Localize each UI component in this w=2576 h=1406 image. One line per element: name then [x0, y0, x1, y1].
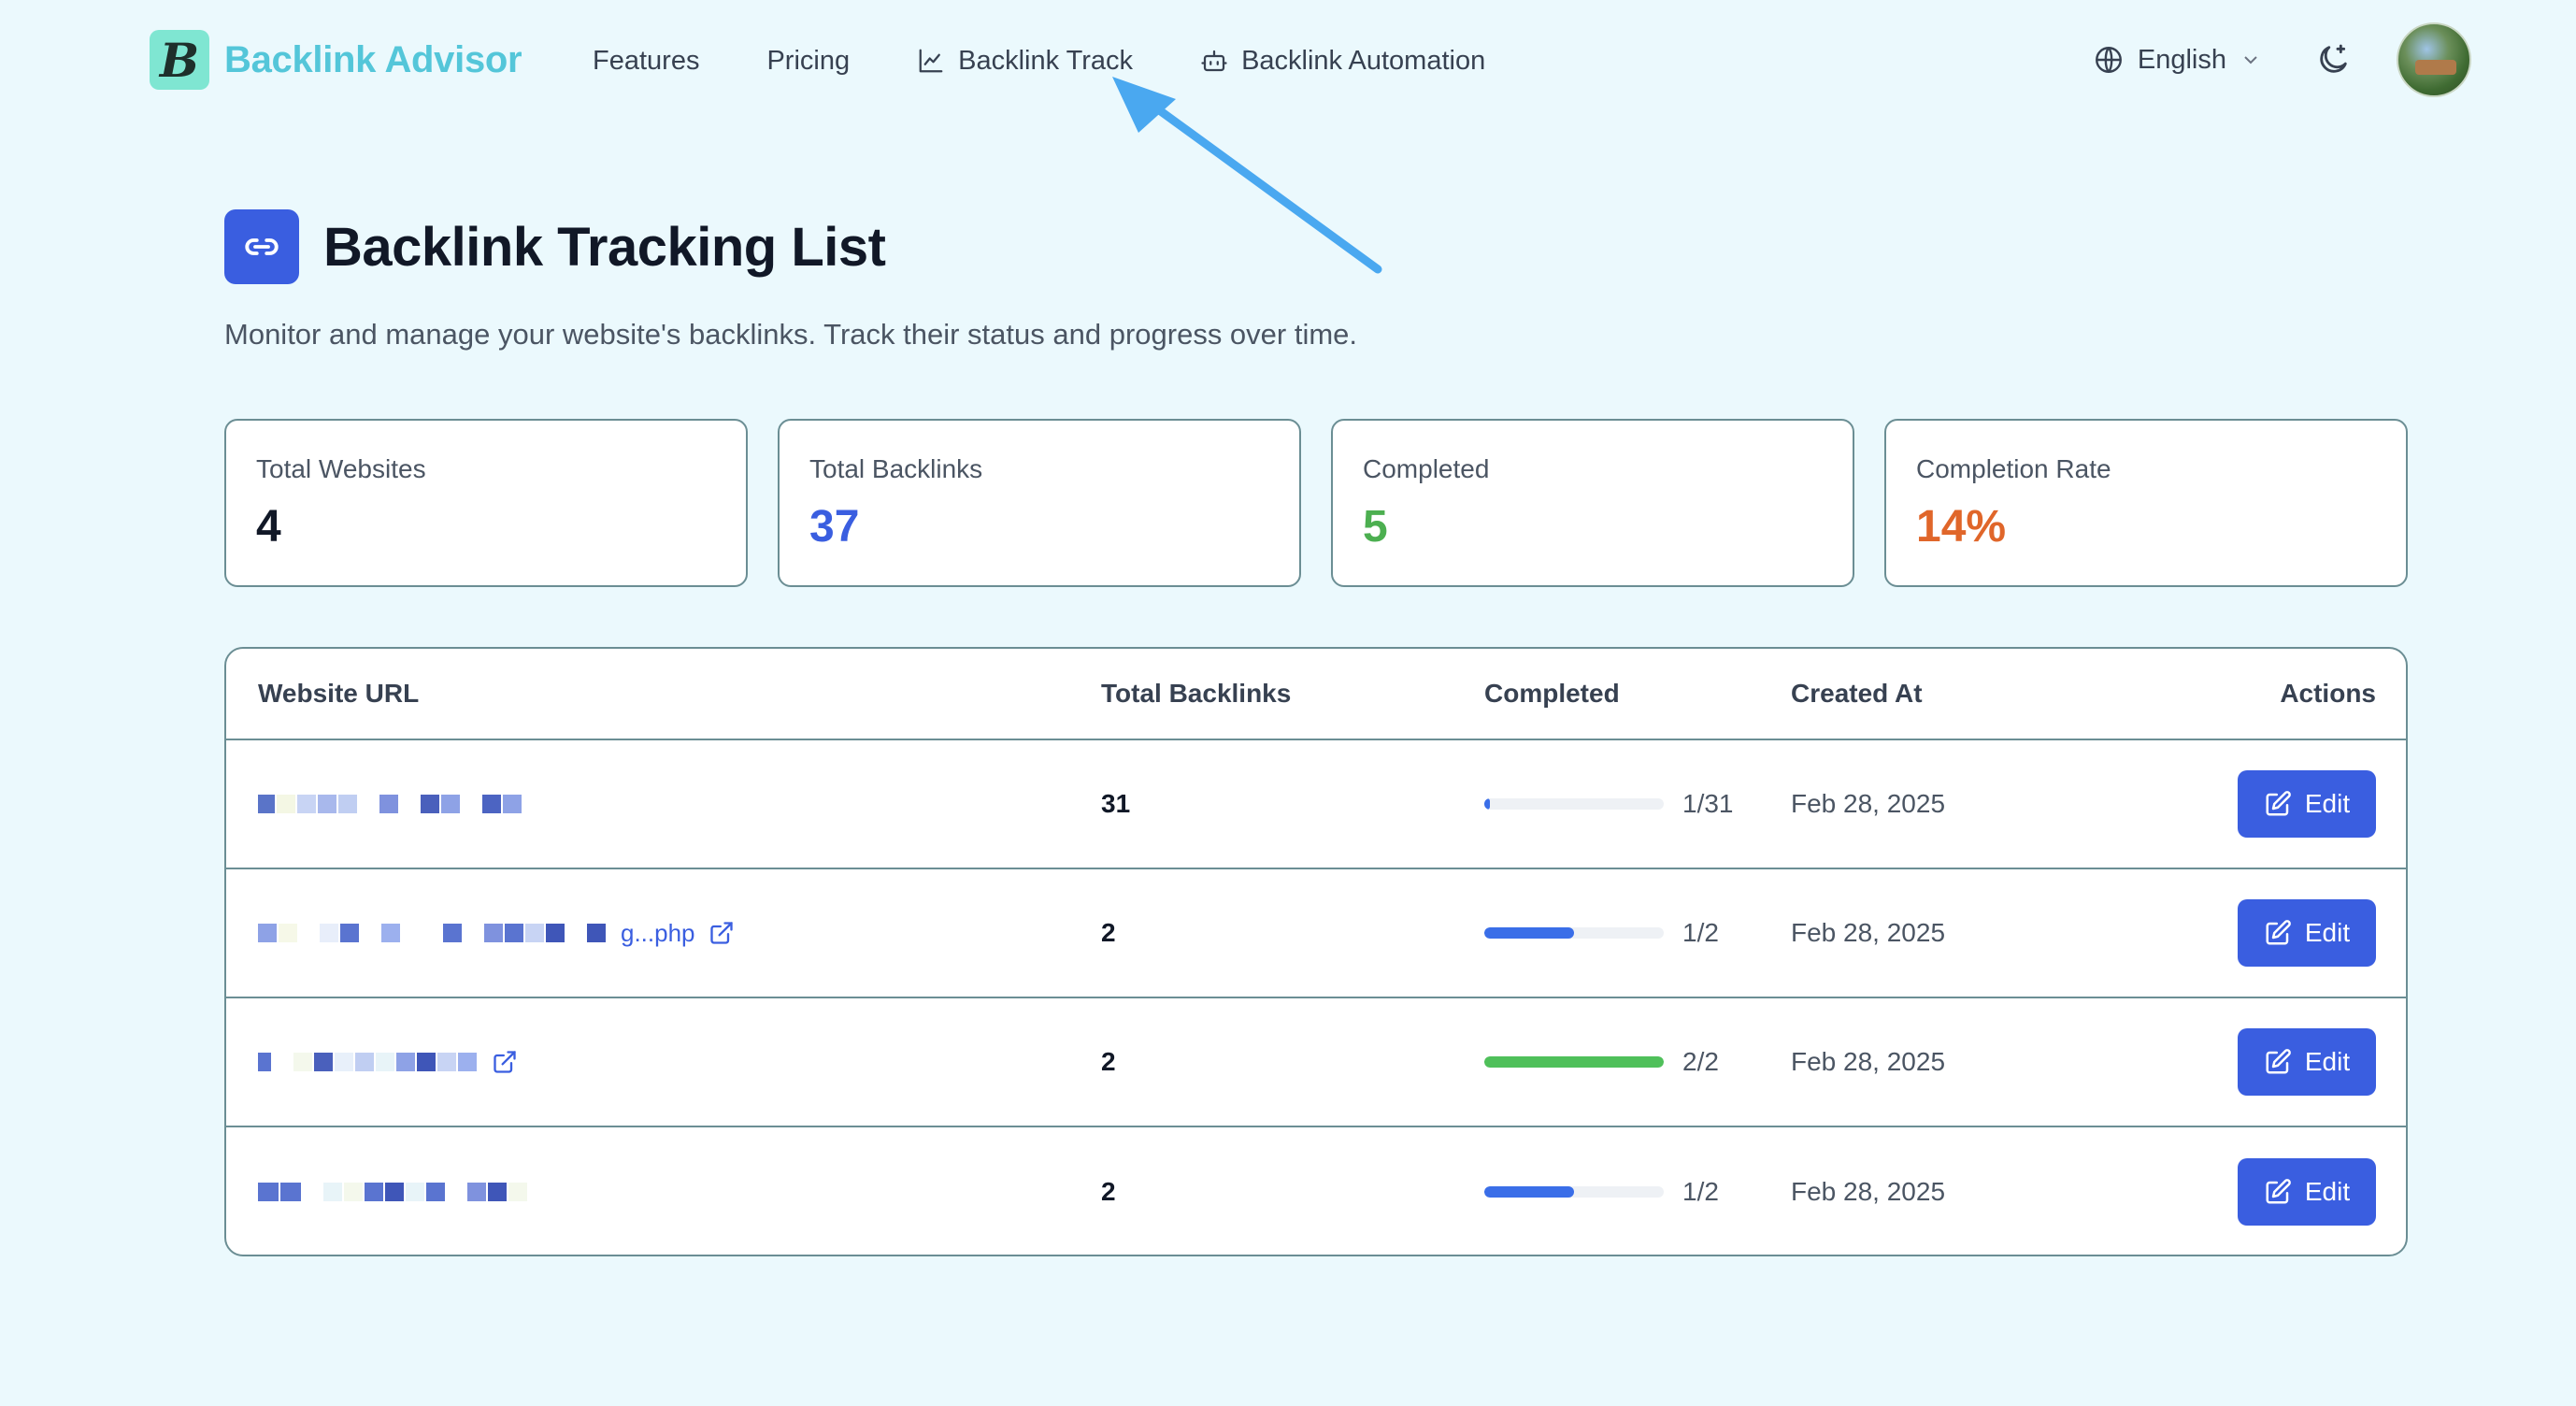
edit-button-label: Edit: [2304, 1047, 2351, 1076]
stat-value: 14%: [1916, 502, 2007, 552]
progress-fill: [1484, 927, 1574, 939]
created-at-cell: Feb 28, 2025: [1791, 1047, 1946, 1076]
page-header: Backlink Tracking List: [224, 209, 886, 284]
edit-button-label: Edit: [2304, 918, 2351, 947]
table-row: 31 1/31 Feb 28, 2025 Edit: [226, 740, 2406, 869]
edit-button[interactable]: Edit: [2238, 899, 2376, 967]
nav-backlink-track-label: Backlink Track: [958, 45, 1134, 76]
edit-icon: [2266, 920, 2291, 945]
stat-value: 37: [809, 502, 860, 552]
total-backlinks-cell: 2: [1101, 918, 1116, 947]
completed-count: 1/2: [1682, 1177, 1719, 1206]
progress-bar: [1484, 1056, 1664, 1068]
created-at-cell: Feb 28, 2025: [1791, 1177, 1946, 1206]
website-url-link[interactable]: [258, 1182, 529, 1202]
stat-value: 5: [1363, 502, 1388, 552]
title-icon-box: [224, 209, 299, 284]
completed-cell: 1/31: [1484, 789, 1734, 819]
progress-bar: [1484, 927, 1664, 939]
completed-count: 1/2: [1682, 918, 1719, 947]
nav-backlink-automation[interactable]: Backlink Automation: [1200, 46, 1485, 77]
chevron-down-icon: [2244, 56, 2257, 65]
website-url-text: g...php: [621, 918, 695, 947]
table-header-row: Website URL Total Backlinks Completed Cr…: [226, 649, 2406, 740]
brand-home-link[interactable]: B Backlink Advisor: [150, 30, 522, 90]
redacted-url: [258, 923, 608, 943]
column-header-created: Created At: [1791, 679, 1923, 708]
header-actions: English: [2093, 21, 2471, 99]
globe-icon: [2095, 47, 2122, 73]
edit-icon: [2266, 1049, 2291, 1074]
stat-card-completion-rate: Completion Rate 14%: [1884, 419, 2408, 587]
stat-card-completed: Completed 5: [1331, 419, 1854, 587]
completed-cell: 2/2: [1484, 1047, 1719, 1077]
edit-button[interactable]: Edit: [2238, 1158, 2376, 1226]
page-subtitle: Monitor and manage your website's backli…: [224, 318, 1358, 351]
redacted-url: [258, 1052, 479, 1072]
website-url-link[interactable]: [258, 794, 523, 814]
created-at-cell: Feb 28, 2025: [1791, 918, 1946, 947]
nav-backlink-automation-label: Backlink Automation: [1241, 45, 1486, 76]
edit-button[interactable]: Edit: [2238, 770, 2376, 838]
progress-bar: [1484, 798, 1664, 810]
edit-icon: [2266, 1179, 2291, 1204]
moon-stars-icon[interactable]: [2314, 41, 2352, 79]
column-header-url: Website URL: [258, 679, 420, 708]
edit-button[interactable]: Edit: [2238, 1028, 2376, 1096]
nav-backlink-track[interactable]: Backlink Track: [917, 46, 1133, 77]
website-url-link[interactable]: [258, 1049, 518, 1075]
progress-bar: [1484, 1186, 1664, 1198]
column-header-completed: Completed: [1484, 679, 1620, 708]
table-row: g...php 2 1/2 Feb 28, 2025 Edit: [226, 869, 2406, 998]
table-row: 2 2/2 Feb 28, 2025 Edit: [226, 998, 2406, 1127]
nav-pricing-label: Pricing: [766, 45, 851, 76]
completed-cell: 1/2: [1484, 1177, 1719, 1207]
robot-icon: [1201, 50, 1227, 72]
external-link-icon[interactable]: [708, 920, 735, 946]
brand-logo: B: [150, 30, 209, 90]
stat-card-total-backlinks: Total Backlinks 37: [778, 419, 1301, 587]
column-header-total: Total Backlinks: [1101, 679, 1292, 708]
table-row: 2 1/2 Feb 28, 2025 Edit: [226, 1127, 2406, 1255]
completed-cell: 1/2: [1484, 918, 1719, 948]
annotation-arrow: [1112, 77, 1382, 274]
edit-icon: [2266, 791, 2291, 816]
progress-fill: [1484, 798, 1491, 810]
total-backlinks-cell: 31: [1101, 789, 1131, 818]
brand-name: Backlink Advisor: [224, 38, 522, 80]
backlink-table: Website URL Total Backlinks Completed Cr…: [224, 647, 2408, 1256]
progress-fill: [1484, 1186, 1574, 1198]
total-backlinks-cell: 2: [1101, 1047, 1116, 1076]
edit-button-label: Edit: [2304, 789, 2351, 818]
link-icon: [245, 238, 279, 255]
stat-label: Total Backlinks: [809, 454, 983, 483]
total-backlinks-cell: 2: [1101, 1177, 1116, 1206]
completed-count: 2/2: [1682, 1047, 1719, 1076]
nav-features-label: Features: [593, 45, 700, 76]
stat-label: Completed: [1363, 454, 1490, 483]
website-url-link[interactable]: g...php: [258, 919, 735, 948]
nav-pricing[interactable]: Pricing: [766, 46, 850, 77]
stat-label: Total Websites: [256, 454, 426, 483]
external-link-icon[interactable]: [492, 1049, 518, 1075]
edit-button-label: Edit: [2304, 1177, 2351, 1206]
redacted-url: [258, 1182, 529, 1202]
completed-count: 1/31: [1682, 789, 1734, 818]
chart-line-icon: [919, 49, 943, 73]
avatar[interactable]: [2397, 22, 2471, 97]
language-selector[interactable]: English: [2093, 44, 2262, 76]
stat-card-total-websites: Total Websites 4: [224, 419, 748, 587]
nav-features[interactable]: Features: [593, 46, 699, 77]
stat-value: 4: [256, 502, 281, 552]
created-at-cell: Feb 28, 2025: [1791, 789, 1946, 818]
redacted-url: [258, 794, 523, 814]
progress-fill: [1484, 1056, 1664, 1068]
stat-label: Completion Rate: [1916, 454, 2111, 483]
language-label: English: [2137, 44, 2226, 75]
main-nav: Features Pricing Backlink Track Backlink…: [593, 37, 1553, 84]
stats-row: Total Websites 4 Total Backlinks 37 Comp…: [224, 419, 2408, 587]
top-navbar: B Backlink Advisor Features Pricing Back…: [0, 0, 2576, 120]
page-title: Backlink Tracking List: [323, 216, 886, 278]
column-header-actions: Actions: [2280, 679, 2376, 708]
